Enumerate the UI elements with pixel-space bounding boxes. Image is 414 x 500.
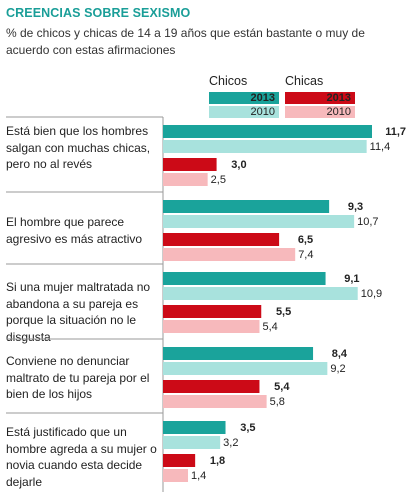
- category-label: Conviene no denunciar maltrato de tu par…: [6, 354, 150, 401]
- bar-chicas-2013: [163, 158, 217, 171]
- data-label: 9,3: [348, 201, 363, 213]
- bar-chicos-2013: [163, 421, 226, 434]
- chart-title: CREENCIAS SOBRE SEXISMO: [6, 6, 191, 20]
- legend-chicos-2013: 2013: [209, 92, 279, 104]
- bar-chicas-2013: [163, 380, 260, 393]
- data-label: 5,8: [270, 396, 285, 408]
- legend-chicas-label: Chicas: [285, 74, 324, 88]
- data-label: 7,4: [298, 249, 313, 261]
- data-label: 10,9: [361, 288, 382, 300]
- legend-chicos-2010: 2010: [209, 106, 279, 118]
- bar-chicas-2010: [163, 395, 267, 408]
- category-label: Está justificado que un hombre agreda a …: [6, 425, 157, 489]
- data-label: 3,5: [240, 422, 255, 434]
- data-label: 6,5: [298, 234, 313, 246]
- bar-chicos-2010: [163, 140, 367, 153]
- data-label: 1,4: [191, 470, 206, 482]
- data-label: 3,0: [231, 159, 246, 171]
- data-label: 9,2: [330, 363, 345, 375]
- bar-chicos-2010: [163, 362, 328, 375]
- bar-chicas-2010: [163, 248, 296, 261]
- bar-chicas-2013: [163, 305, 262, 318]
- data-label: 5,4: [262, 321, 277, 333]
- category-label: Está bien que los hombres salgan con muc…: [6, 124, 151, 171]
- legend-chicos-label: Chicos: [209, 74, 248, 88]
- category-label: Si una mujer maltratada no abandona a su…: [6, 280, 151, 344]
- data-label: 9,1: [344, 273, 359, 285]
- bar-chicas-2010: [163, 320, 260, 333]
- data-label: 3,2: [223, 437, 238, 449]
- legend-chicas: Chicas 2013 2010: [285, 74, 355, 118]
- chart-subtitle: % de chicos y chicas de 14 a 19 años que…: [6, 26, 365, 57]
- bar-chicos-2013: [163, 200, 330, 213]
- bar-chicos-2010: [163, 436, 221, 449]
- data-label: 5,5: [276, 306, 291, 318]
- data-label: 10,7: [357, 216, 378, 228]
- legend-chicas-2010: 2010: [285, 106, 355, 118]
- bar-chicas-2010: [163, 173, 208, 186]
- bar-chicos-2010: [163, 287, 358, 300]
- bar-chicos-2013: [163, 125, 372, 138]
- data-label: 11,4: [370, 141, 391, 153]
- data-label: 8,4: [332, 348, 348, 360]
- bar-chicos-2013: [163, 272, 326, 285]
- bar-chicas-2013: [163, 454, 196, 467]
- bar-chicas-2013: [163, 233, 280, 246]
- data-label: 11,7: [385, 126, 406, 138]
- bar-chicos-2013: [163, 347, 314, 360]
- bar-chicos-2010: [163, 215, 355, 228]
- category-label: El hombre que parece agresivo es más atr…: [6, 215, 143, 246]
- bar-chicas-2010: [163, 469, 189, 482]
- legend-chicas-2013: 2013: [285, 92, 355, 104]
- data-label: 2,5: [211, 174, 226, 186]
- legend-chicos: Chicos 2013 2010: [209, 74, 279, 118]
- data-label: 5,4: [274, 381, 290, 393]
- data-label: 1,8: [210, 455, 225, 467]
